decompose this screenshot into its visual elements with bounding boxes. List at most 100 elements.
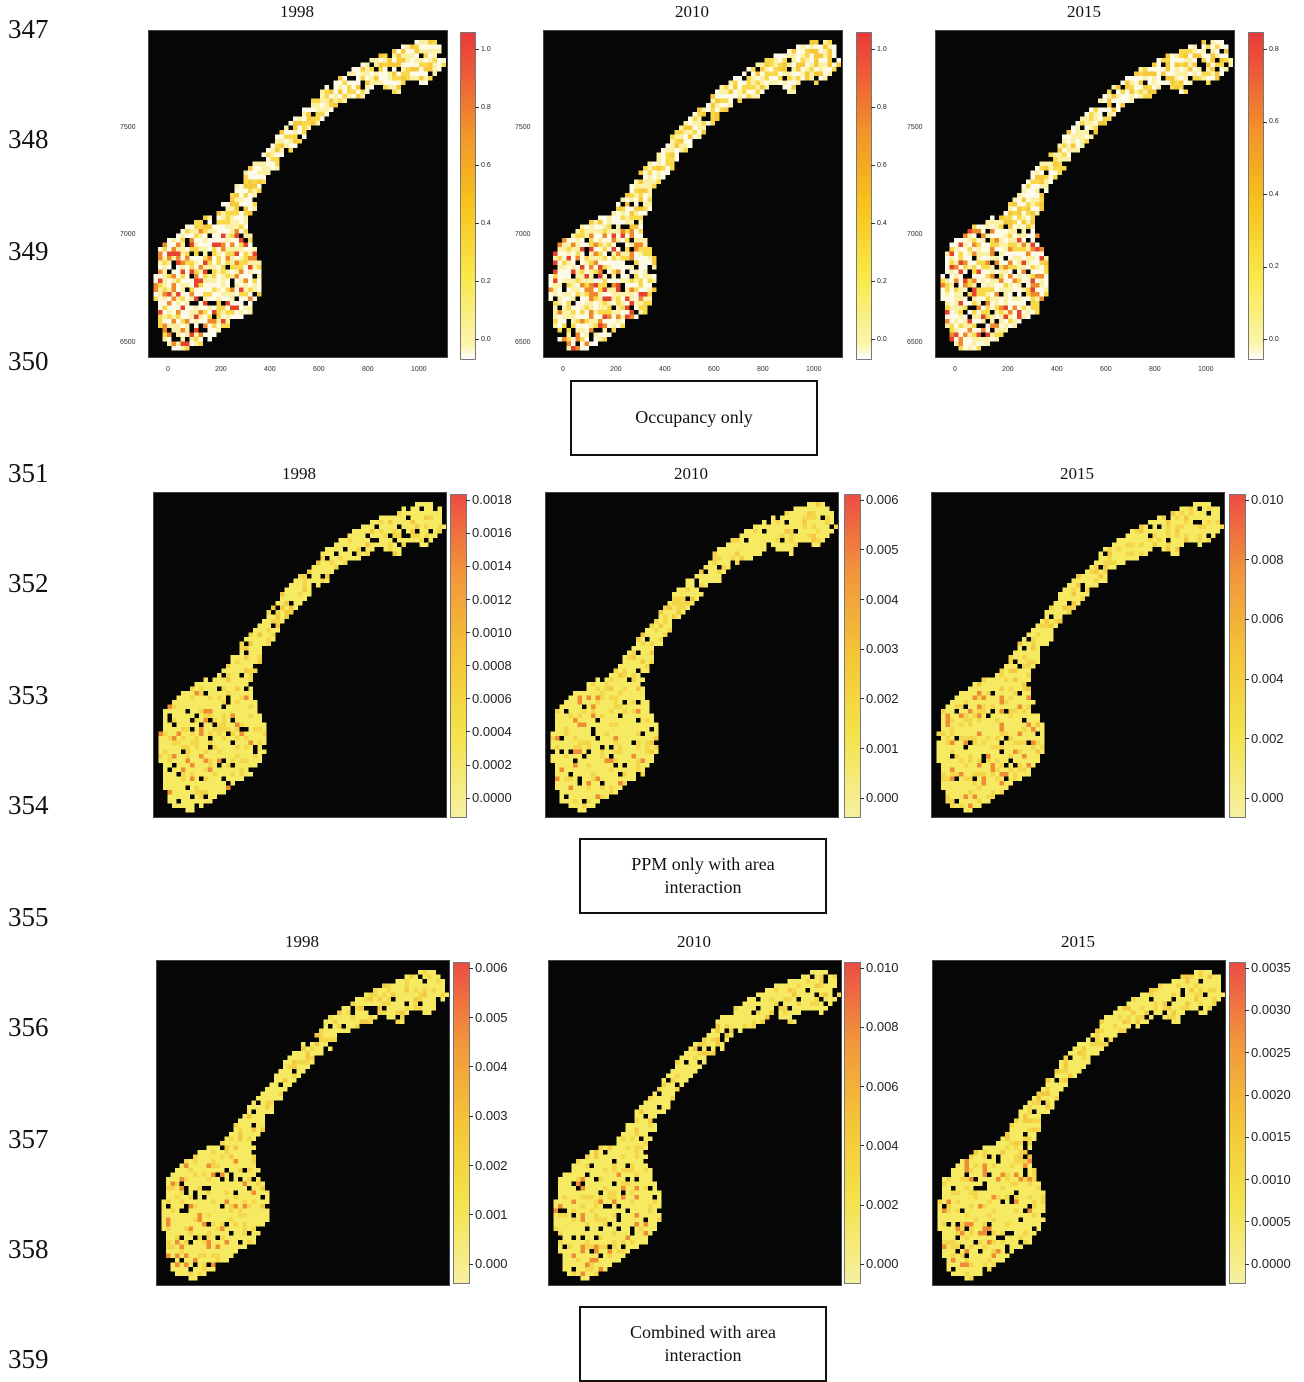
map-cell [981,328,986,333]
map-cell [811,542,816,547]
map-cell [1012,274,1017,279]
map-cell [392,547,397,552]
map-cell [329,569,334,574]
map-cell [640,727,645,732]
map-cell [607,242,612,247]
map-cell [1035,310,1040,315]
map-cell [428,533,433,538]
map-cell [190,790,195,795]
map-cell [171,319,176,324]
map-cell [636,646,641,651]
map-cell [342,80,347,85]
map-cell [963,251,968,256]
map-cell [1111,98,1116,103]
map-cell [647,202,652,207]
map-cell [649,736,654,741]
map-cell [243,179,248,184]
map-cell [1044,610,1049,615]
map-cell [553,292,558,297]
map-cell [609,731,614,736]
map-cell [1008,256,1013,261]
map-cell [167,790,172,795]
map-cell [243,224,248,229]
map-cell [176,713,181,718]
map-cell [584,305,589,310]
map-cell [575,274,580,279]
map-cell [564,758,569,763]
map-cell [239,763,244,768]
map-cell [994,332,999,337]
map-cell [424,511,429,516]
map-cell [230,292,235,297]
map-cell [257,646,262,651]
map-cell [212,260,217,265]
map-cell [163,740,168,745]
map-cell [1107,89,1112,94]
map-cell [221,260,226,265]
map-cell [284,596,289,601]
map-cell [818,71,823,76]
map-cell [252,206,257,211]
map-cell [724,107,729,112]
map-cell [762,533,767,538]
map-cell [622,718,627,723]
map-cell [692,130,697,135]
map-cell [618,781,623,786]
map-cell [1026,305,1031,310]
map-cell [688,143,693,148]
map-cell [320,565,325,570]
map-cell [1098,112,1103,117]
map-cell [1202,515,1207,520]
map-cell [311,116,316,121]
map-cell [1143,533,1148,538]
map-cell [415,515,420,520]
map-cell [212,238,217,243]
map-cell [302,134,307,139]
map-cell [995,731,1000,736]
map-cell [311,574,316,579]
map-cell [985,220,990,225]
map-cell [221,781,226,786]
map-cell [591,682,596,687]
map-cell [958,269,963,274]
map-cell [1175,520,1180,525]
map-cell [1192,62,1197,67]
map-cell [575,283,580,288]
map-cell [1026,700,1031,705]
map-cell [203,758,208,763]
map-cell [940,292,945,297]
map-cell [1003,314,1008,319]
map-cell [963,749,968,754]
map-cell [226,758,231,763]
map-cell [573,745,578,750]
map-cell [1003,229,1008,234]
map-cell [1039,202,1044,207]
map-cell [1202,520,1207,525]
map-cell [649,745,654,750]
map-cell [1076,574,1081,579]
map-cell [334,547,339,552]
map-cell [607,260,612,265]
map-cell [185,767,190,772]
map-cell [1206,529,1211,534]
map-cell [618,682,623,687]
map-cell [611,278,616,283]
map-cell [748,551,753,556]
map-cell [613,700,618,705]
map-cell [315,107,320,112]
map-cell [248,718,253,723]
map-cell [1008,682,1013,687]
map-cell [600,790,605,795]
map-cell [1143,71,1148,76]
map-cell [643,265,648,270]
map-cell [1021,260,1026,265]
map-cell [1121,556,1126,561]
map-cell [1112,551,1117,556]
map-cell [167,754,172,759]
map-cell [936,731,941,736]
map-cell [976,337,981,342]
map-cell [972,736,977,741]
map-cell [568,776,573,781]
map-cell [990,682,995,687]
map-cell [1210,44,1215,49]
